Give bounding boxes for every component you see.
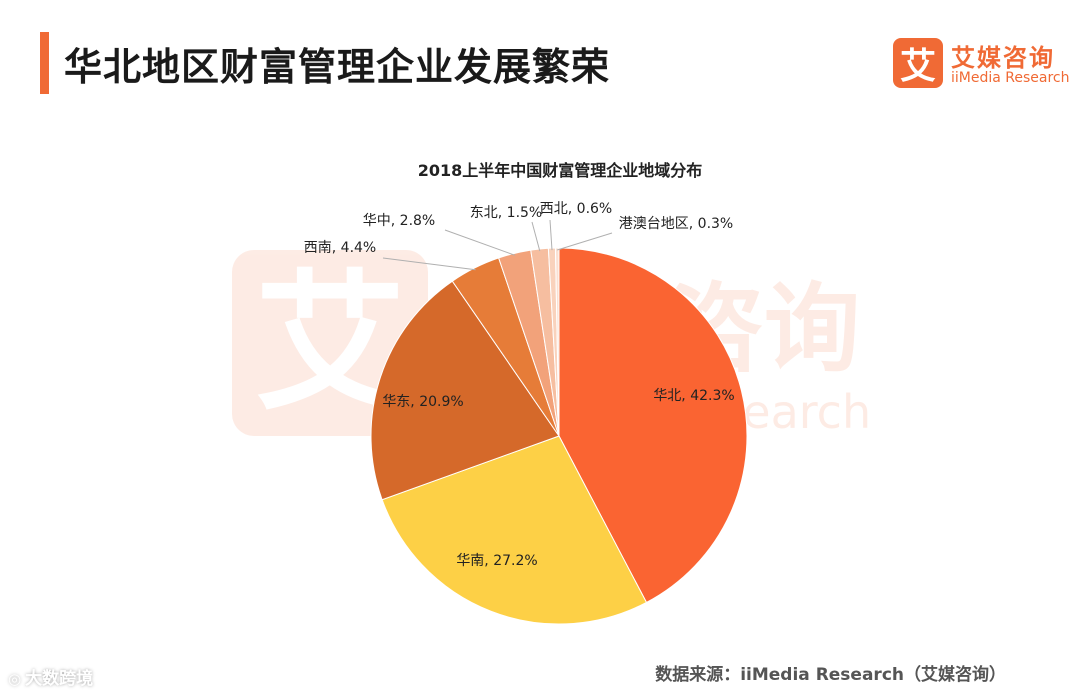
- leader-line-8: [557, 232, 613, 251]
- slice-label-5: 华中, 2.8%: [363, 213, 435, 229]
- brand-mark-icon: 艾: [893, 38, 943, 88]
- slice-label-8: 港澳台地区, 0.3%: [619, 216, 733, 232]
- slice-label-7: 西北, 0.6%: [540, 201, 612, 217]
- slice-label-4: 西南, 4.4%: [304, 240, 376, 256]
- brand-name-cn: 艾媒咨询: [951, 44, 1055, 72]
- chat-bubble-icon: ◎: [8, 670, 22, 688]
- platform-watermark: ◎ 大数跨境: [8, 664, 93, 689]
- brand-logo: 艾 艾媒咨询 iiMedia Research: [893, 36, 1070, 94]
- slice-label-3: 华东, 20.9%: [382, 394, 463, 410]
- pie-labels: 华北, 42.3% 华南, 27.2% 华东, 20.9% 西南, 4.4% 华中, 2…: [304, 201, 735, 569]
- slice-label-2: 华南, 27.2%: [456, 553, 537, 569]
- pie-slice-1: [558, 247, 748, 604]
- title-accent-bar: [40, 32, 49, 94]
- brand-name-en: iiMedia Research: [951, 70, 1070, 86]
- chart-title: 2018上半年中国财富管理企业地域分布: [418, 161, 703, 180]
- slice-label-1: 华北, 42.3%: [653, 388, 734, 404]
- leader-line-4: [382, 257, 476, 271]
- data-source: 数据来源：iiMedia Research（艾媒咨询）: [655, 665, 1006, 685]
- slice-label-6: 东北, 1.5%: [470, 205, 542, 221]
- pie-slice-2: [381, 435, 648, 625]
- leader-line-7: [549, 219, 553, 251]
- pie-slices: [370, 247, 748, 625]
- platform-name: 大数跨境: [25, 669, 94, 689]
- leader-line-6: [531, 221, 541, 252]
- leader-line-5: [444, 229, 516, 256]
- pie-slice-3: [370, 280, 560, 501]
- page-title: 华北地区财富管理企业发展繁荣: [64, 45, 611, 89]
- pie-slice-8: [554, 247, 560, 437]
